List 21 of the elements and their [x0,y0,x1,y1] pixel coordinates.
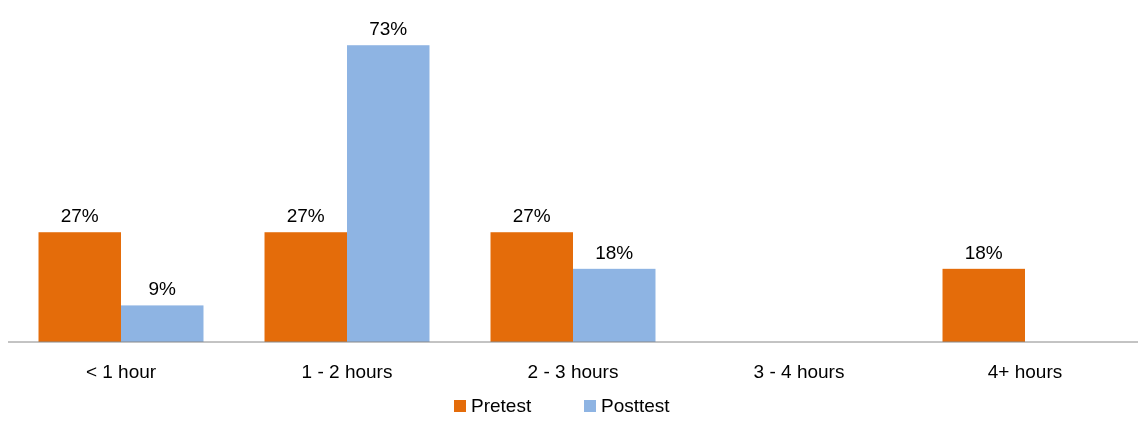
data-label: 27% [60,205,99,227]
data-label: 18% [964,241,1003,263]
bar [942,268,1025,342]
legend-label: Posttest [601,395,671,416]
data-label: 73% [369,18,408,40]
bar [121,305,204,342]
x-tick-label: 1 - 2 hours [301,361,393,382]
data-label: 9% [148,278,177,300]
x-tick-label: 4+ hours [987,361,1063,382]
data-label: 18% [595,241,634,263]
bar [264,232,347,342]
x-tick-label: 3 - 4 hours [753,361,845,382]
data-label: 27% [286,205,325,227]
x-tick-label: < 1 hour [85,361,157,382]
legend-label: Pretest [471,395,532,416]
bar [347,45,430,342]
data-label: 27% [512,205,551,227]
bar [38,232,121,342]
bar [573,268,656,342]
bar [490,232,573,342]
x-tick-label: 2 - 3 hours [527,361,619,382]
